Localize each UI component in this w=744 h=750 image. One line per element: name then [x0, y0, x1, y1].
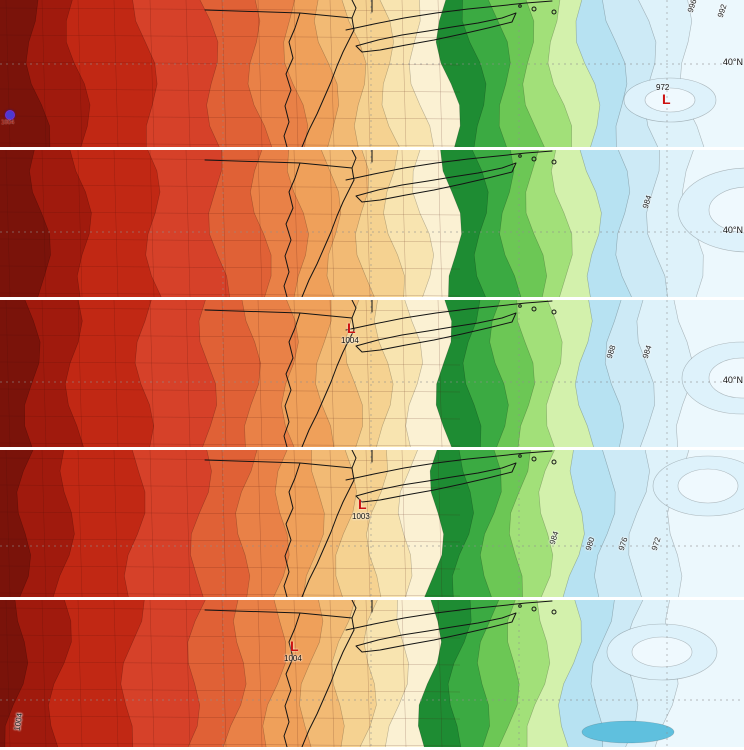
pressure-contour-map: [0, 300, 744, 447]
station-marker-icon: [5, 110, 15, 120]
latitude-label: 40°N: [722, 225, 743, 235]
pressure-contour-map: [0, 0, 744, 147]
latitude-label: 40°N: [722, 375, 743, 385]
forecast-panel-1: 996 992 972 L 40°N 1004: [0, 0, 744, 147]
low-pressure-marker: L: [347, 320, 356, 336]
forecast-panel-3: L 1004 988 984 40°N: [0, 300, 744, 447]
forecast-panel-4: L 1003 984 980 976 972: [0, 450, 744, 597]
low-pressure-marker: L: [290, 638, 299, 654]
low-pressure-marker: L: [358, 496, 367, 512]
low-pressure-marker: L: [662, 91, 671, 107]
low-pressure-value: 1004: [284, 654, 302, 663]
pressure-contour-map: [0, 450, 744, 597]
low-pressure-value: 1003: [352, 512, 370, 521]
forecast-panel-5: L 1004 1004: [0, 600, 744, 747]
latitude-label: 40°N: [722, 57, 743, 67]
station-value: 1004: [1, 120, 15, 126]
forecast-panel-2: 984 40°N: [0, 150, 744, 297]
low-pressure-value: 1004: [341, 336, 359, 345]
pressure-contour-map: [0, 150, 744, 297]
low-pressure-value: 972: [656, 83, 670, 92]
pressure-contour-map: [0, 600, 744, 747]
